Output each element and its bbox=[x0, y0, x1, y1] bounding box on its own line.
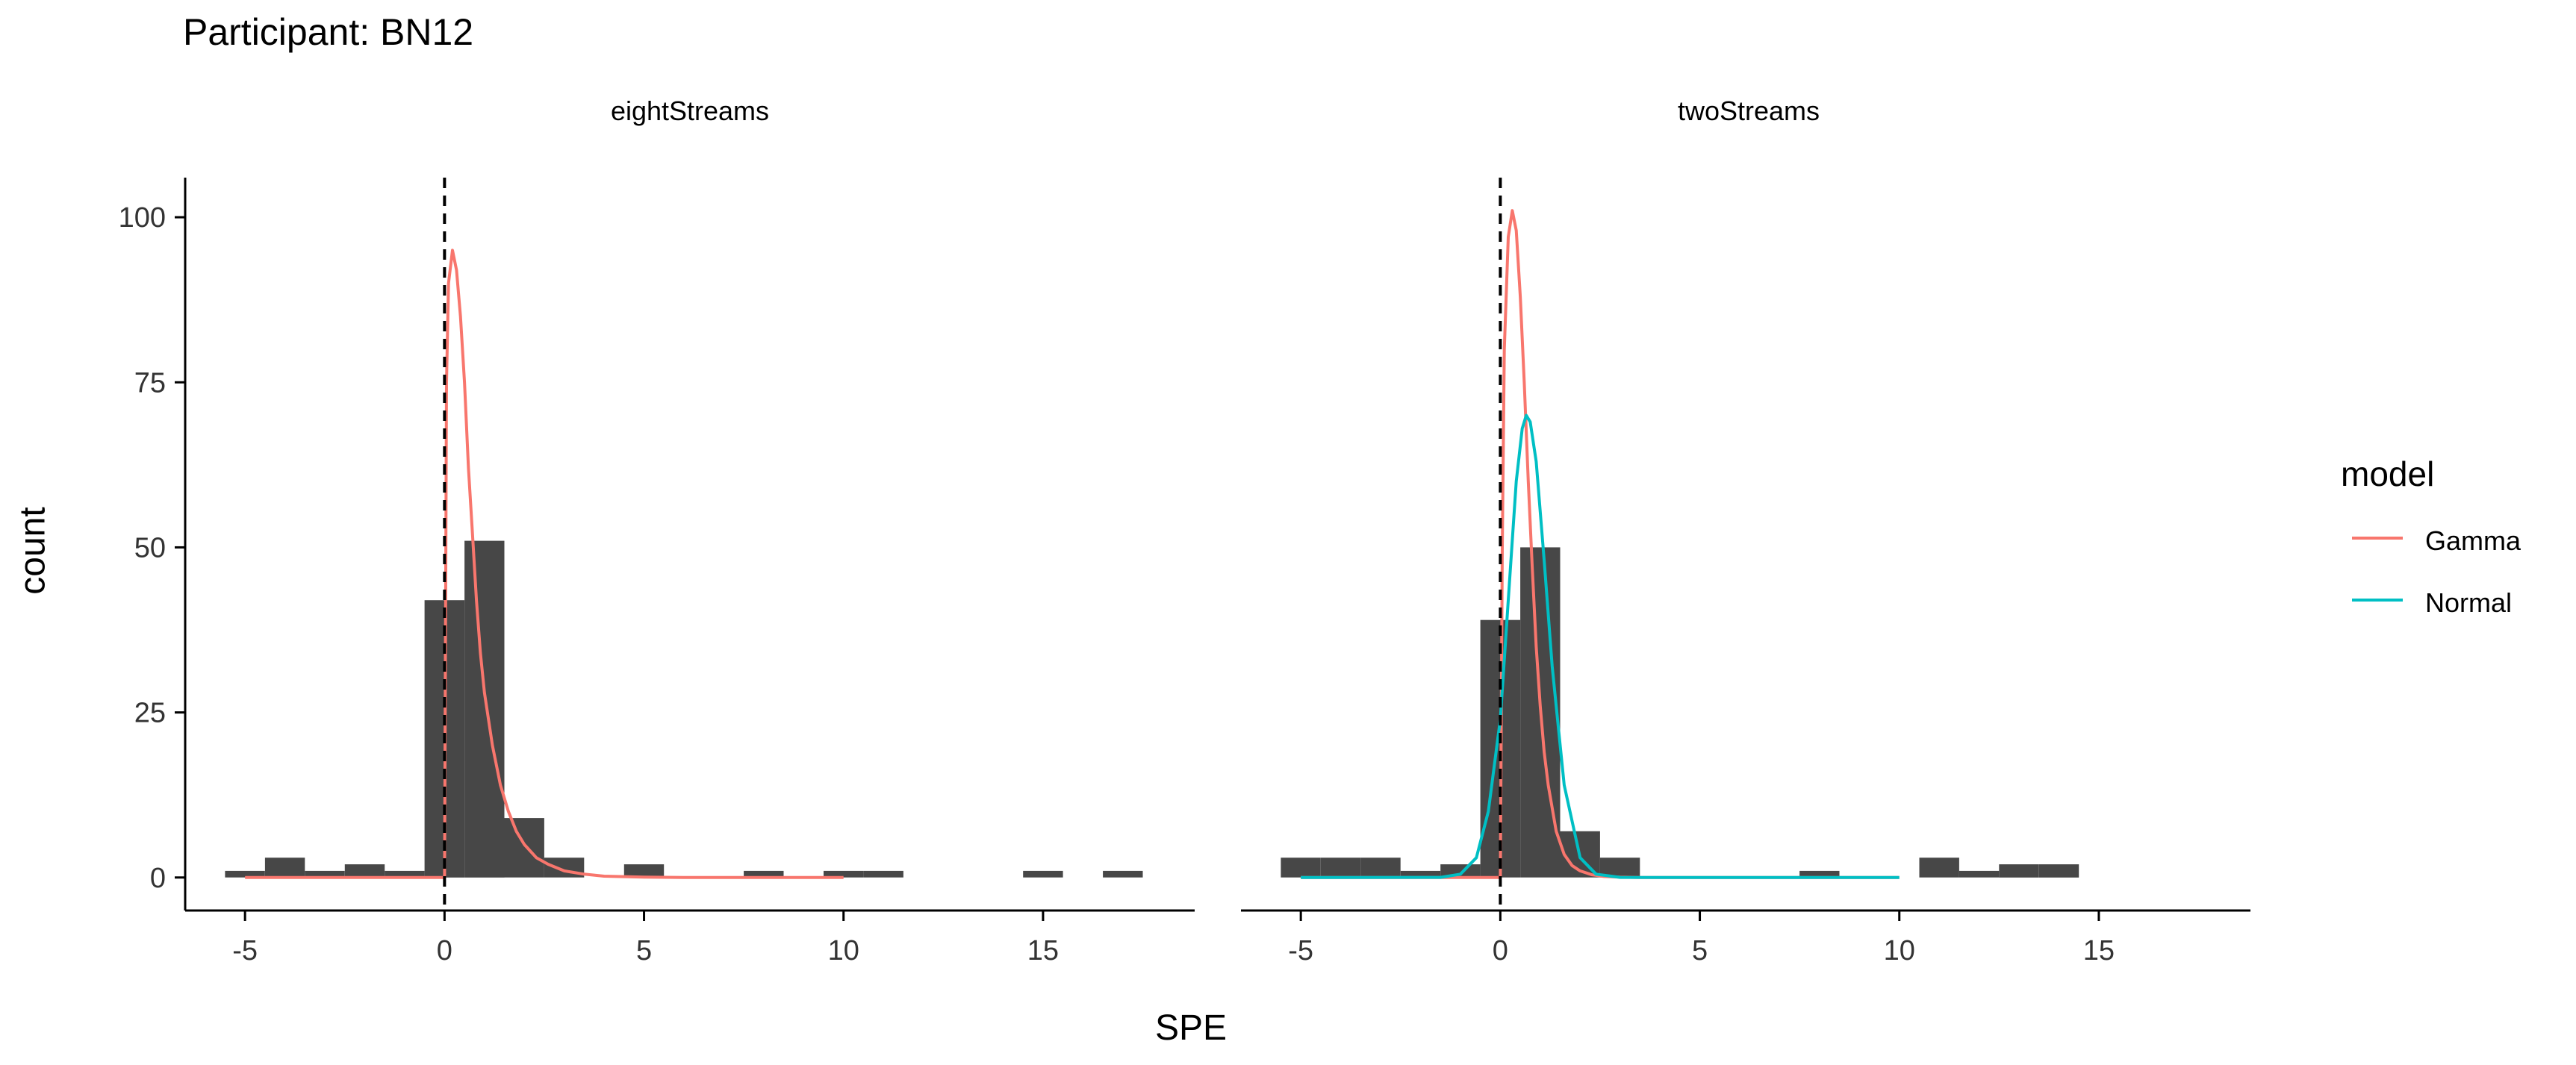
legend-label-normal: Normal bbox=[2425, 587, 2513, 618]
x-tick-label-eightstreams: -5 bbox=[232, 935, 258, 966]
histogram-bar-twostreams-16 bbox=[1919, 858, 1959, 878]
x-axis-label: SPE bbox=[1154, 1008, 1228, 1048]
histogram-bar-twostreams-18 bbox=[1999, 864, 2039, 878]
histogram-bar-eightstreams-0 bbox=[225, 870, 265, 878]
fit-curve-gamma-twostreams bbox=[1301, 209, 1900, 879]
histogram-bar-twostreams-4 bbox=[1440, 864, 1481, 878]
y-tick-label: 100 bbox=[119, 202, 166, 234]
histogram-bar-twostreams-17 bbox=[1959, 870, 2000, 878]
legend-key-gamma bbox=[2352, 537, 2403, 540]
legend-title: model bbox=[2341, 455, 2435, 493]
histogram-bar-eightstreams-1 bbox=[264, 858, 305, 878]
histogram-bar-eightstreams-6 bbox=[464, 540, 505, 878]
histogram-bar-eightstreams-13 bbox=[744, 870, 784, 878]
y-tick-label: 0 bbox=[150, 863, 166, 894]
histogram-bar-twostreams-0 bbox=[1281, 858, 1321, 878]
x-tick-label-twostreams: -5 bbox=[1288, 935, 1313, 966]
x-tick-label-twostreams: 15 bbox=[2083, 935, 2115, 966]
histogram-bar-eightstreams-16 bbox=[863, 870, 903, 878]
histogram-bar-eightstreams-22 bbox=[1103, 870, 1143, 878]
y-axis-label: count bbox=[13, 507, 53, 595]
histogram-bar-eightstreams-4 bbox=[385, 870, 425, 878]
x-tick-label-eightstreams: 5 bbox=[636, 935, 652, 966]
histogram-bar-twostreams-2 bbox=[1360, 858, 1401, 878]
histogram-bar-twostreams-19 bbox=[2038, 864, 2079, 878]
y-tick-label: 50 bbox=[134, 532, 166, 563]
panel-strip-label-twostreams: twoStreams bbox=[1677, 96, 1820, 126]
y-tick-label: 25 bbox=[134, 698, 166, 729]
y-tick-label: 75 bbox=[134, 367, 166, 399]
histogram-bar-eightstreams-10 bbox=[623, 864, 665, 878]
histogram-bar-twostreams-3 bbox=[1400, 870, 1441, 878]
x-tick-label-eightstreams: 0 bbox=[437, 935, 452, 966]
legend-label-gamma: Gamma bbox=[2425, 525, 2521, 556]
chart-title: Participant: BN12 bbox=[183, 11, 474, 53]
panel-strip-label-eightstreams: eightStreams bbox=[610, 96, 770, 126]
x-tick-label-twostreams: 0 bbox=[1493, 935, 1508, 966]
x-tick-label-eightstreams: 15 bbox=[1027, 935, 1059, 966]
legend-key-normal bbox=[2352, 599, 2403, 602]
x-tick-label-eightstreams: 10 bbox=[828, 935, 859, 966]
x-tick-label-twostreams: 10 bbox=[1884, 935, 1915, 966]
fit-curve-normal-twostreams bbox=[1301, 413, 1900, 879]
histogram-bar-eightstreams-15 bbox=[824, 870, 864, 878]
histogram-bar-eightstreams-2 bbox=[305, 870, 345, 878]
fit-curve-gamma-eightstreams bbox=[245, 249, 844, 879]
histogram-bar-twostreams-13 bbox=[1799, 870, 1840, 878]
x-tick-label-twostreams: 5 bbox=[1692, 935, 1708, 966]
histogram-bar-eightstreams-20 bbox=[1023, 870, 1063, 878]
histogram-bar-twostreams-1 bbox=[1320, 858, 1361, 878]
histogram-bar-eightstreams-3 bbox=[344, 864, 385, 878]
histogram-bar-eightstreams-7 bbox=[504, 818, 544, 878]
